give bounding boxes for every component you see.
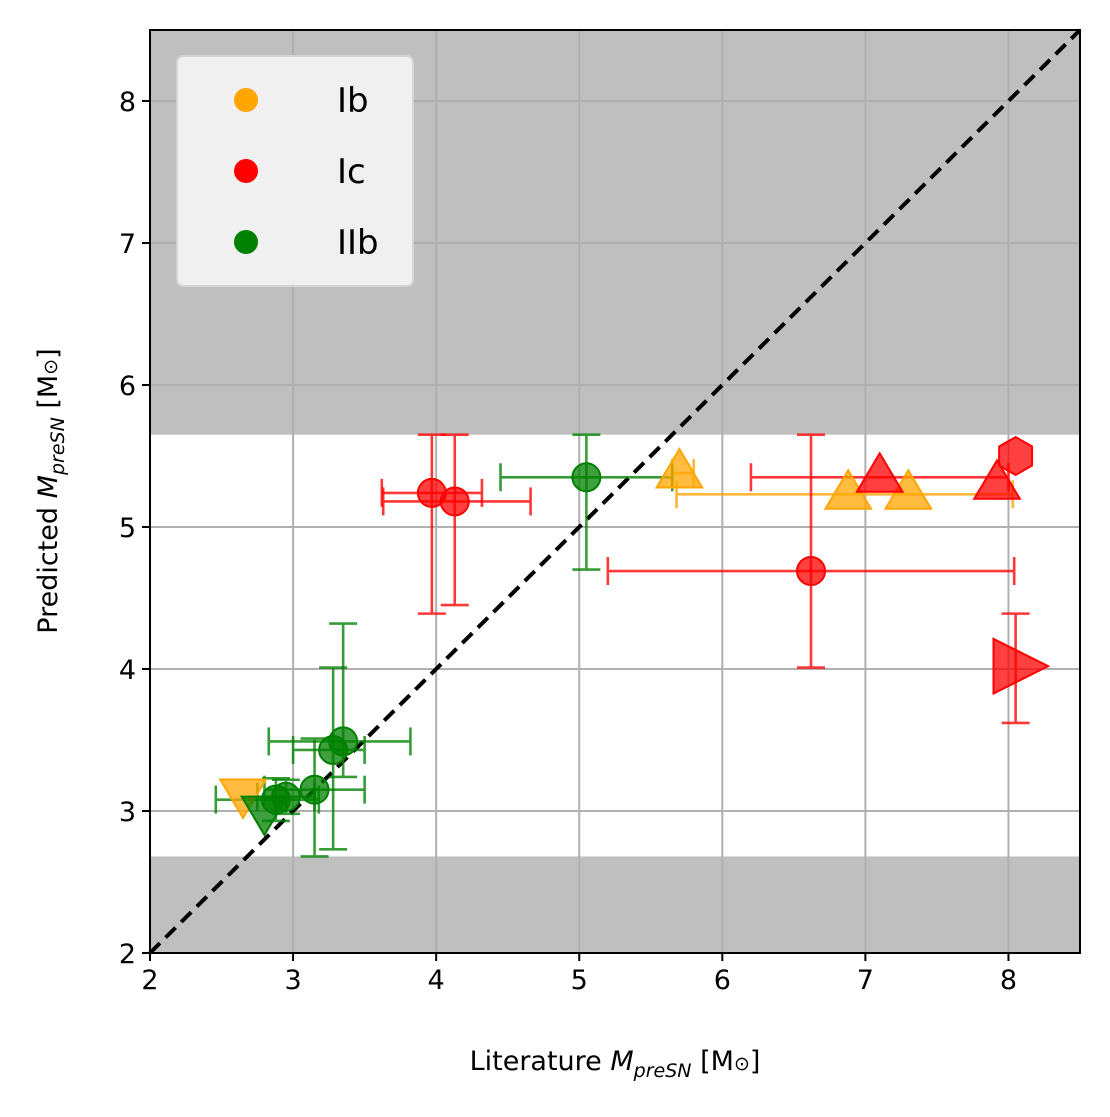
- yerr-s2-p6: [572, 433, 601, 571]
- legend-label-IIb: IIb: [337, 223, 379, 263]
- marker-circle-s1-p1: [439, 486, 470, 517]
- one-to-one-line: [148, 28, 1082, 955]
- legend-marker-Ic: [234, 159, 258, 183]
- y-tick-label-5: 5: [119, 513, 136, 544]
- reference-line: [148, 28, 1082, 955]
- yerr-s1-p1: [440, 433, 469, 607]
- legend-label-Ib: Ib: [337, 81, 369, 121]
- x-tick-label-2: 2: [141, 965, 158, 996]
- yerr-s1-p2: [797, 433, 826, 669]
- y-tick-label-3: 3: [119, 797, 136, 828]
- legend-label-Ic: Ic: [337, 152, 366, 192]
- data-markers: [218, 435, 1051, 837]
- plot-frame: [149, 29, 1081, 954]
- y-tick-label-6: 6: [119, 371, 136, 402]
- shaded-band-1: [150, 856, 1080, 953]
- marker-triangle-up-s0-p1: [654, 447, 704, 489]
- marker-circle-s2-p2: [270, 781, 301, 812]
- y-tick-label-2: 2: [119, 939, 136, 970]
- y-axis-ticks: 2 3 4 5 6 7 8: [119, 87, 150, 970]
- x-tick-label-5: 5: [571, 965, 588, 996]
- y-tick-label-8: 8: [119, 87, 136, 118]
- y-axis-label: Predicted MpreSN [M⊙]: [33, 348, 69, 633]
- legend: Ib Ic IIb: [176, 55, 414, 287]
- marker-circle-s1-p2: [796, 556, 827, 587]
- x-tick-label-3: 3: [284, 965, 301, 996]
- legend-marker-Ib: [234, 88, 258, 112]
- marker-triangle-up-s1-p4: [972, 458, 1022, 500]
- x-tick-label-6: 6: [714, 965, 731, 996]
- marker-circle-s2-p3: [299, 774, 330, 805]
- marker-circle-s2-p5: [328, 726, 359, 757]
- y-tick-label-7: 7: [119, 229, 136, 260]
- x-axis-ticks: 2 3 4 5 6 7 8: [141, 953, 1017, 996]
- legend-box: [176, 55, 414, 287]
- marker-hexagon-s1-p5: [998, 435, 1034, 477]
- y-tick-label-4: 4: [119, 655, 136, 686]
- x-tick-label-7: 7: [857, 965, 874, 996]
- x-tick-label-4: 4: [428, 965, 445, 996]
- marker-triangle-up-s1-p3: [855, 451, 905, 493]
- x-axis-label: Literature MpreSN [M⊙]: [470, 1046, 761, 1082]
- marker-circle-s2-p6: [571, 462, 602, 493]
- marker-triangle-right-s1-p6: [992, 637, 1051, 696]
- legend-marker-IIb: [234, 230, 258, 254]
- x-tick-label-8: 8: [1000, 965, 1017, 996]
